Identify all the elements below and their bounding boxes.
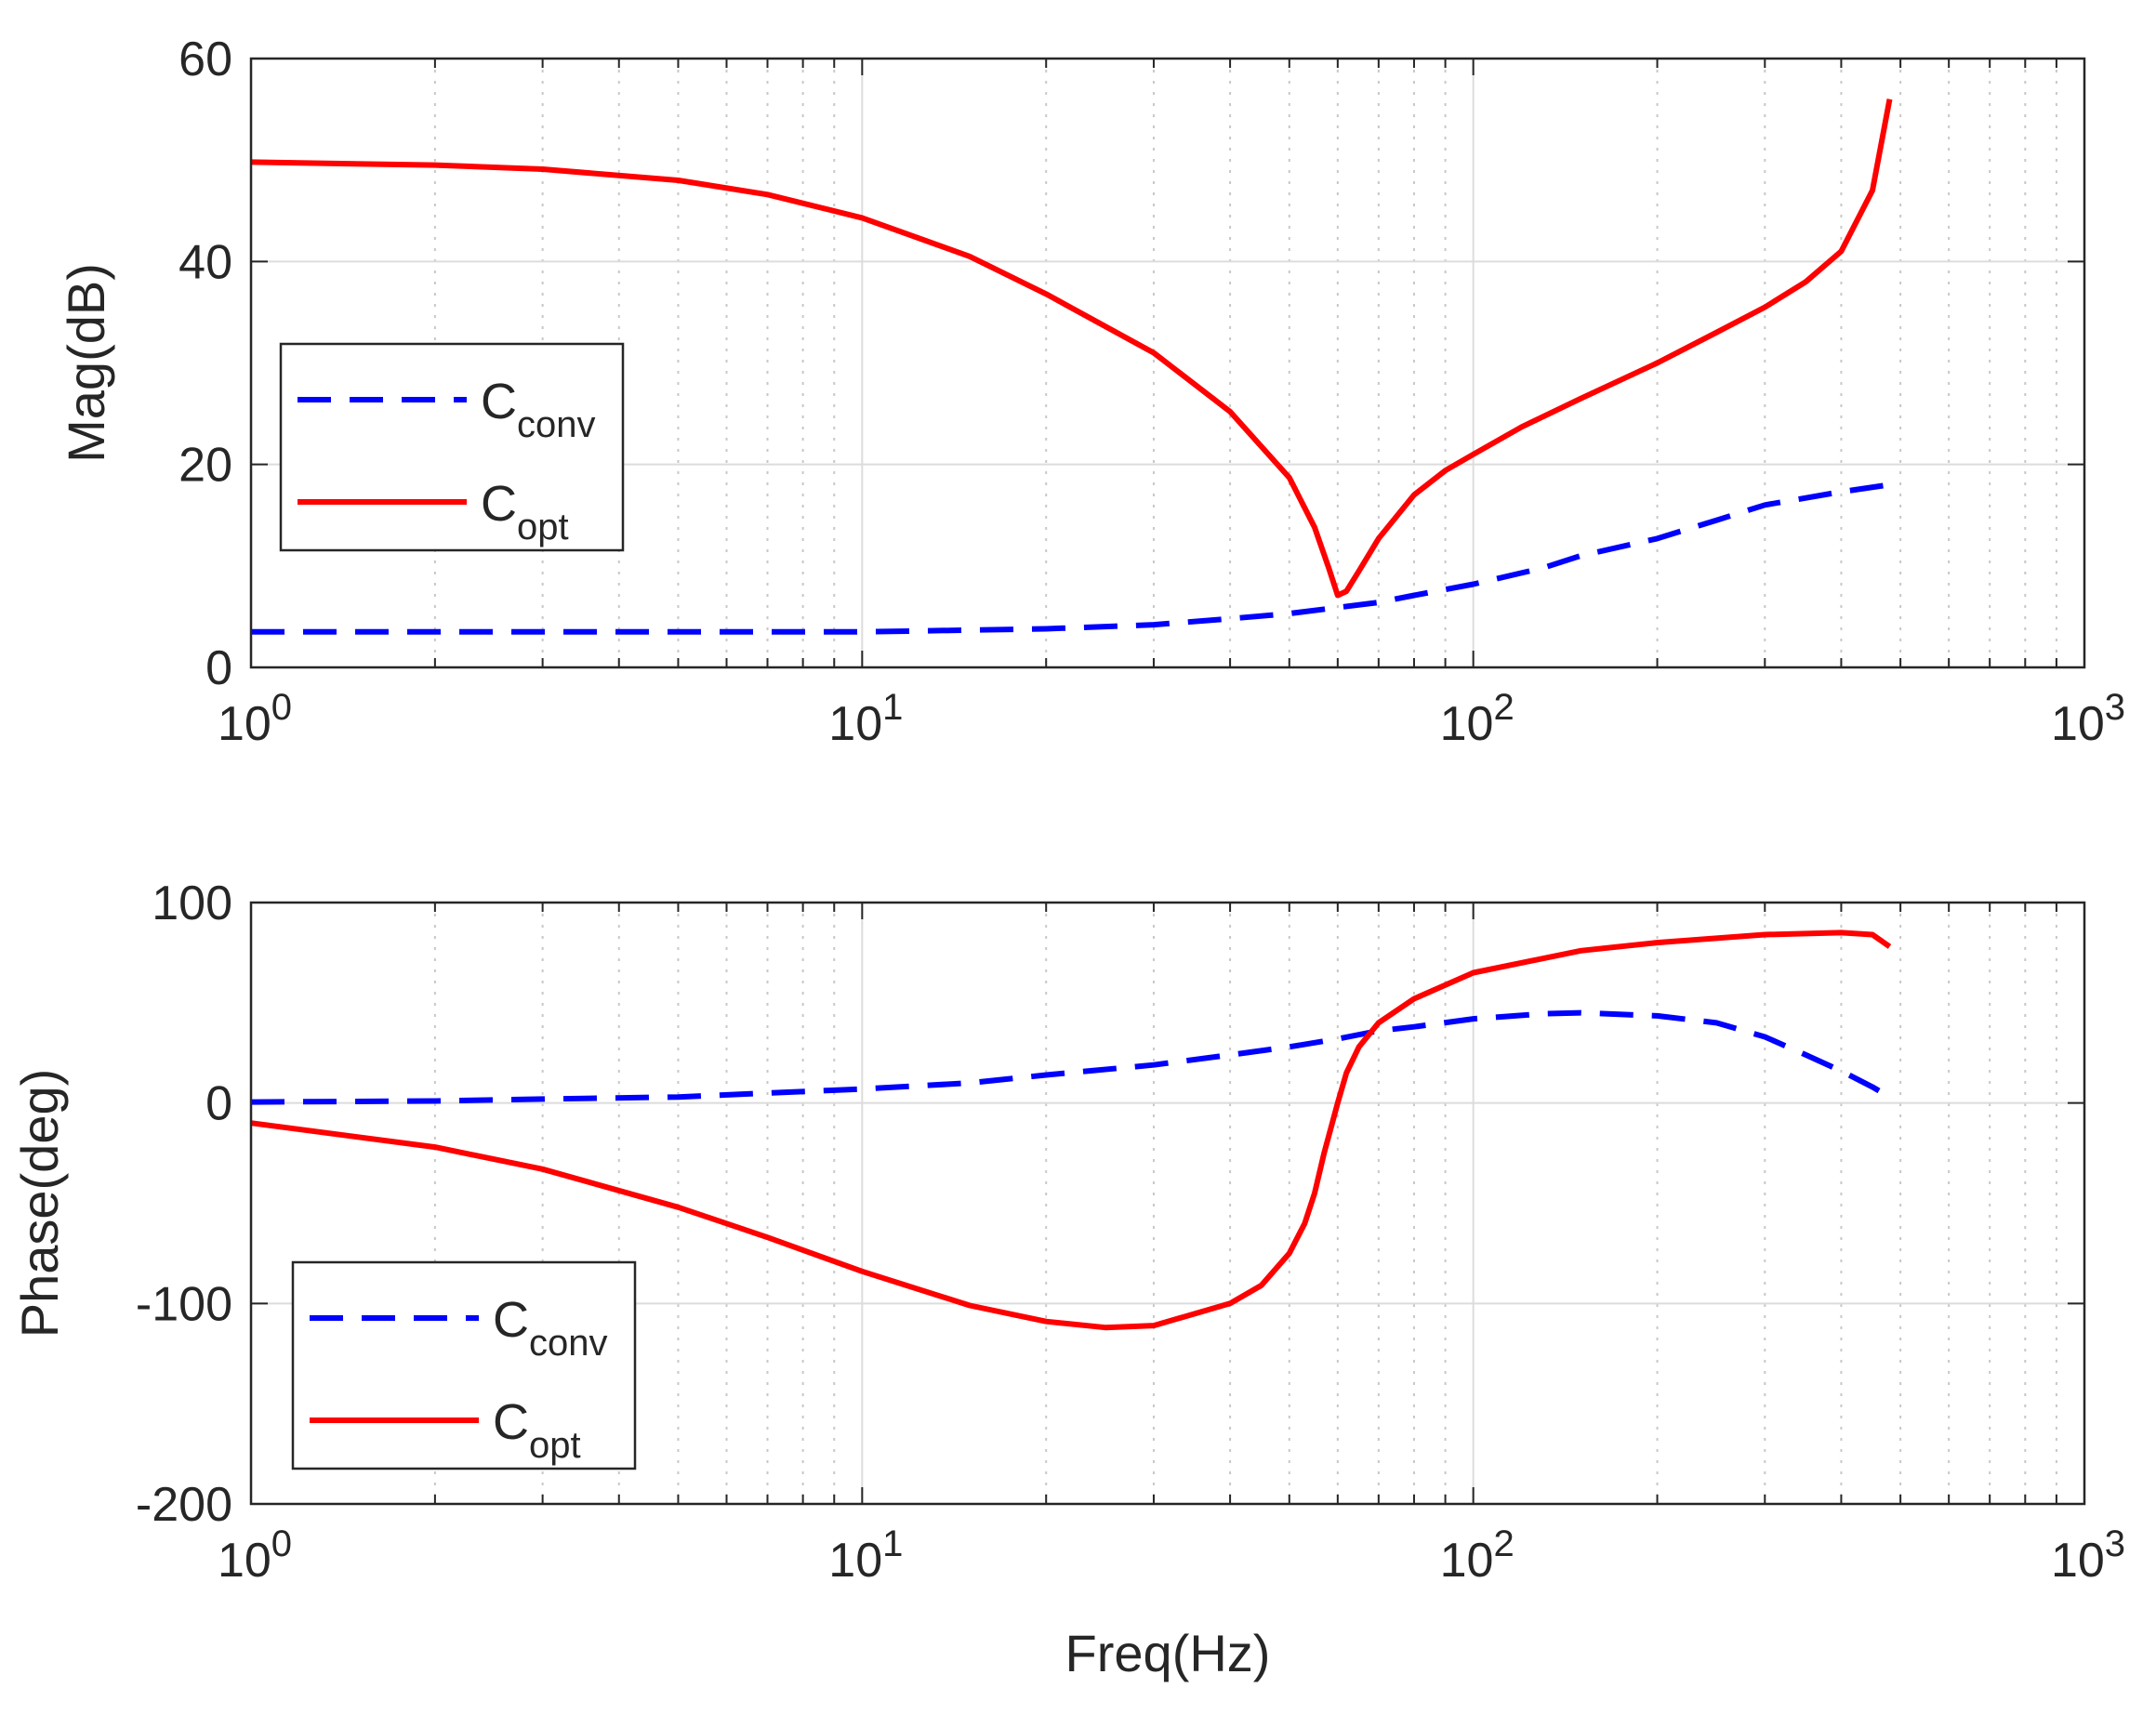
series-line-cconv — [251, 481, 1890, 635]
legend-main: C — [481, 374, 517, 429]
x-tick-label: 100 — [218, 1523, 292, 1588]
x-tick-exponent: 1 — [882, 1523, 903, 1564]
x-tick-exponent: 2 — [1493, 1523, 1514, 1564]
legend-label-conv: Cconv — [493, 1292, 608, 1364]
series-line-copt — [250, 930, 1892, 1331]
legend-subscript: conv — [529, 1323, 608, 1364]
x-tick-exponent: 3 — [2105, 687, 2125, 728]
x-tick-label: 102 — [1440, 1523, 1514, 1588]
legend-label-opt: Copt — [493, 1394, 581, 1466]
legend-box — [279, 342, 625, 552]
series-line-copt — [250, 99, 1893, 599]
y-tick-label: 40 — [179, 235, 232, 289]
x-tick-base: 10 — [1440, 1534, 1494, 1588]
legend-label-conv: Cconv — [481, 374, 596, 445]
legend-main: C — [493, 1292, 529, 1348]
x-tick-label: 100 — [218, 687, 292, 751]
y-tick-label: 0 — [205, 641, 232, 695]
x-tick-exponent: 0 — [271, 1523, 292, 1564]
x-tick-base: 10 — [1440, 697, 1494, 751]
y-tick-label: 0 — [205, 1077, 232, 1131]
axes-box — [249, 57, 2086, 669]
y-tick-label: 100 — [152, 877, 232, 930]
y-axis-label: Phase(deg) — [10, 1069, 69, 1338]
legend-main: C — [493, 1394, 529, 1450]
legend-subscript: conv — [517, 404, 596, 445]
y-tick-label: -100 — [136, 1277, 232, 1331]
y-tick-label: 60 — [179, 33, 232, 86]
y-tick-label: -200 — [136, 1478, 232, 1532]
x-tick-exponent: 1 — [882, 687, 903, 728]
x-tick-label: 103 — [2051, 687, 2125, 751]
x-tick-base: 10 — [2051, 1534, 2105, 1588]
x-tick-base: 10 — [2051, 697, 2105, 751]
y-tick-label: 20 — [179, 439, 232, 493]
x-tick-label: 102 — [1440, 687, 1514, 751]
x-tick-base: 10 — [218, 1534, 271, 1588]
x-tick-exponent: 2 — [1493, 687, 1514, 728]
x-tick-base: 10 — [828, 697, 882, 751]
x-tick-exponent: 0 — [271, 687, 292, 728]
legend-main: C — [481, 476, 517, 532]
x-tick-base: 10 — [218, 697, 271, 751]
x-tick-label: 101 — [828, 687, 903, 751]
series-line-cconv — [250, 1009, 1892, 1105]
x-axis-label: Freq(Hz) — [1065, 1624, 1271, 1682]
x-tick-label: 101 — [828, 1523, 903, 1588]
legend-subscript: opt — [517, 507, 569, 547]
legend-subscript: opt — [529, 1425, 581, 1466]
legend-box — [291, 1260, 637, 1470]
x-tick-exponent: 3 — [2105, 1523, 2125, 1564]
x-tick-base: 10 — [828, 1534, 882, 1588]
axes-box — [249, 901, 2086, 1506]
y-axis-label: Mag(dB) — [57, 263, 115, 463]
x-tick-label: 103 — [2051, 1523, 2125, 1588]
legend-label-opt: Copt — [481, 476, 569, 547]
